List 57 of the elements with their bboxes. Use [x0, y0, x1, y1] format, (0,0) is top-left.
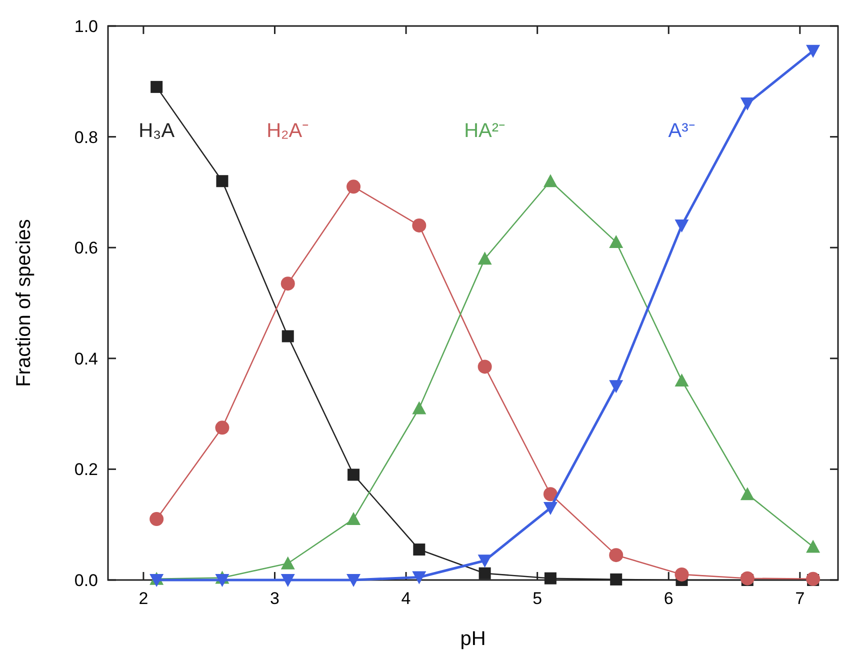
point	[674, 567, 689, 582]
point	[412, 401, 426, 414]
point	[346, 574, 361, 587]
point	[674, 374, 689, 387]
point	[478, 567, 491, 580]
point	[609, 548, 624, 562]
y-tick-label: 0.6	[74, 238, 98, 258]
point	[348, 468, 360, 481]
point	[412, 571, 426, 584]
x-tick-label: 6	[664, 589, 674, 608]
point	[740, 571, 754, 586]
point	[280, 574, 295, 587]
x-tick-label: 5	[532, 589, 542, 608]
y-tick-label: 0.4	[74, 349, 98, 368]
point	[806, 540, 820, 553]
point	[543, 174, 558, 188]
y-tick-label: 0.8	[74, 128, 98, 147]
point	[280, 276, 295, 291]
point	[674, 219, 689, 232]
x-tick-label: 4	[401, 589, 411, 608]
point	[346, 512, 361, 526]
point	[740, 98, 754, 111]
point	[543, 502, 558, 515]
point	[740, 487, 754, 500]
text: H₂A⁻	[266, 120, 310, 142]
y-axis-title: Fraction of species	[13, 219, 35, 387]
point	[806, 44, 820, 58]
y-tick-label: 1.0	[74, 17, 98, 36]
point	[543, 487, 558, 502]
text: HA²⁻	[464, 120, 506, 142]
point	[282, 330, 294, 342]
point	[478, 554, 492, 568]
series-label: H₃A	[138, 120, 176, 142]
point	[544, 572, 556, 584]
point	[478, 360, 492, 374]
point	[346, 180, 361, 194]
point	[610, 573, 622, 586]
point	[215, 574, 230, 587]
series-label: A³⁻	[668, 120, 696, 142]
x-tick-label: 3	[270, 589, 280, 608]
x-tick-label: 7	[795, 589, 805, 608]
point	[150, 80, 163, 93]
point	[280, 556, 295, 570]
point	[150, 574, 164, 587]
point	[478, 252, 492, 265]
x-axis-title: pH	[460, 628, 486, 650]
point	[412, 218, 426, 232]
y-tick-label: 0.0	[74, 571, 98, 590]
point	[216, 175, 228, 188]
point	[609, 235, 624, 248]
point	[215, 420, 230, 435]
point	[609, 380, 624, 394]
y-tick-label: 0.2	[74, 460, 98, 480]
x-tick-label: 2	[138, 589, 148, 608]
point	[413, 544, 426, 556]
point	[806, 572, 820, 586]
point	[150, 512, 164, 526]
